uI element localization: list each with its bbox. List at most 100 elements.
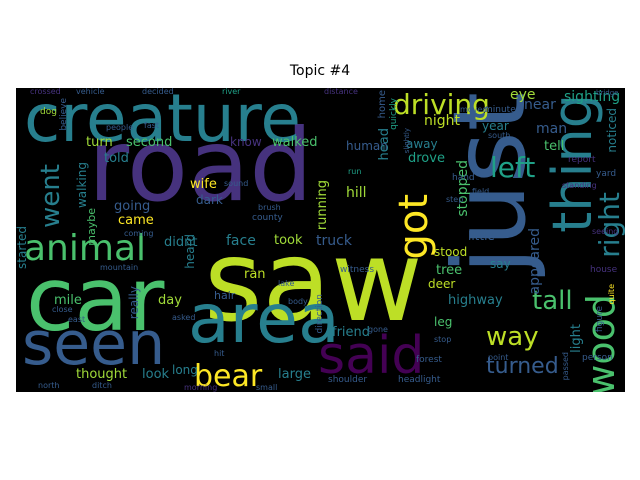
word-thought: thought — [76, 367, 128, 382]
word-believe: believe — [59, 98, 69, 131]
word-moved: moved — [460, 105, 488, 114]
word-cloud: road saw just car creature area seen sai… — [16, 88, 625, 392]
word-coming: coming — [124, 229, 154, 238]
word-running: running — [315, 180, 330, 231]
word-step: step — [446, 195, 464, 204]
word-second: second — [126, 135, 173, 150]
word-took: took — [274, 233, 303, 248]
word-truck: truck — [316, 233, 352, 249]
word-close: close — [52, 305, 73, 314]
word-year: year — [482, 119, 509, 133]
word-mountain: mountain — [100, 263, 139, 272]
word-leg: leg — [434, 315, 453, 329]
chart-title: Topic #4 — [289, 63, 351, 79]
word-forest: forest — [416, 355, 442, 365]
word-witness: witness — [340, 265, 375, 275]
word-direction: direction — [315, 294, 325, 334]
word-highway: highway — [448, 293, 503, 308]
word-sound: sound — [224, 179, 249, 188]
word-yard: yard — [596, 169, 617, 179]
word-noticed: noticed — [605, 108, 619, 153]
word-long: long — [172, 363, 198, 377]
word-stop: stop — [434, 335, 452, 344]
word-people: people — [106, 123, 134, 132]
word-area: area — [188, 280, 340, 359]
word-report: report — [568, 155, 596, 165]
word-started: started — [16, 226, 29, 269]
word-day: day — [158, 293, 182, 308]
word-stood: stood — [434, 245, 468, 259]
word-tree: tree — [436, 263, 463, 278]
word-friend: friend — [332, 325, 371, 340]
word-headlight: headlight — [398, 375, 441, 385]
word-came: came — [118, 213, 154, 228]
word-look: look — [142, 367, 170, 382]
word-seen: seen — [22, 309, 166, 379]
word-turn: turn — [86, 135, 113, 150]
word-tell: tell — [544, 139, 565, 154]
word-ran: ran — [244, 267, 266, 282]
word-bridge: bridge — [596, 89, 619, 97]
word-maybe: maybe — [85, 208, 98, 246]
word-face: face — [226, 233, 256, 249]
word-head: head — [377, 128, 392, 161]
word-car: car — [26, 248, 165, 351]
word-river: river — [222, 88, 241, 96]
word-know: know — [230, 135, 262, 149]
word-light: light — [569, 324, 584, 353]
word-heard: heard — [183, 234, 197, 269]
word-didnt: didnt — [164, 235, 198, 250]
word-turned: turned — [486, 354, 559, 379]
word-sighting: sighting — [564, 89, 621, 105]
word-point: point — [488, 353, 509, 362]
word-standing: standing — [562, 181, 597, 190]
word-large: large — [278, 367, 311, 382]
word-tall: tall — [532, 286, 573, 316]
word-slightly: slightly — [403, 128, 411, 154]
word-way: way — [486, 322, 539, 352]
word-brush: brush — [258, 203, 281, 212]
word-near: near — [524, 97, 556, 113]
word-decided: decided — [142, 88, 174, 96]
word-mile: mile — [54, 293, 82, 308]
word-little: little — [468, 229, 495, 243]
word-went: went — [36, 164, 66, 228]
word-left: left — [490, 151, 536, 184]
word-hand: hand — [452, 173, 475, 183]
word-man: man — [536, 121, 568, 137]
word-crossed: crossed — [30, 88, 61, 96]
word-drove: drove — [408, 151, 445, 166]
word-field: field — [472, 187, 490, 196]
word-wife: wife — [190, 177, 217, 192]
word-eye: eye — [510, 88, 536, 103]
word-road: road — [88, 107, 313, 224]
word-really: really — [127, 286, 141, 320]
word-fast: fast — [144, 121, 160, 130]
word-driving: driving — [393, 88, 490, 121]
word-east: east — [68, 315, 86, 324]
word-house: house — [590, 265, 618, 275]
word-lake: lake — [278, 279, 295, 288]
word-figure: figure — [595, 306, 605, 333]
word-seeing: seeing — [592, 227, 619, 236]
word-say: say — [490, 257, 511, 271]
word-vehicle: vehicle — [76, 88, 105, 96]
word-hit: hit — [214, 349, 225, 358]
word-deer: deer — [428, 277, 456, 291]
word-right: right — [593, 192, 625, 258]
word-said: said — [318, 326, 425, 386]
word-asked: asked — [172, 313, 196, 322]
word-got: got — [391, 194, 437, 260]
word-distance: distance — [324, 88, 358, 96]
word-quite: quite — [607, 284, 616, 305]
word-human: human — [346, 139, 388, 153]
word-away: away — [406, 137, 438, 151]
word-gone: gone — [368, 325, 388, 334]
word-ditch: ditch — [92, 381, 112, 390]
word-person: person — [582, 353, 613, 363]
word-walking: walking — [75, 162, 89, 209]
word-morning: morning — [184, 383, 218, 392]
word-stopped: stopped — [455, 160, 471, 217]
word-quickly: quickly — [389, 98, 399, 130]
word-creature: creature — [24, 88, 302, 157]
